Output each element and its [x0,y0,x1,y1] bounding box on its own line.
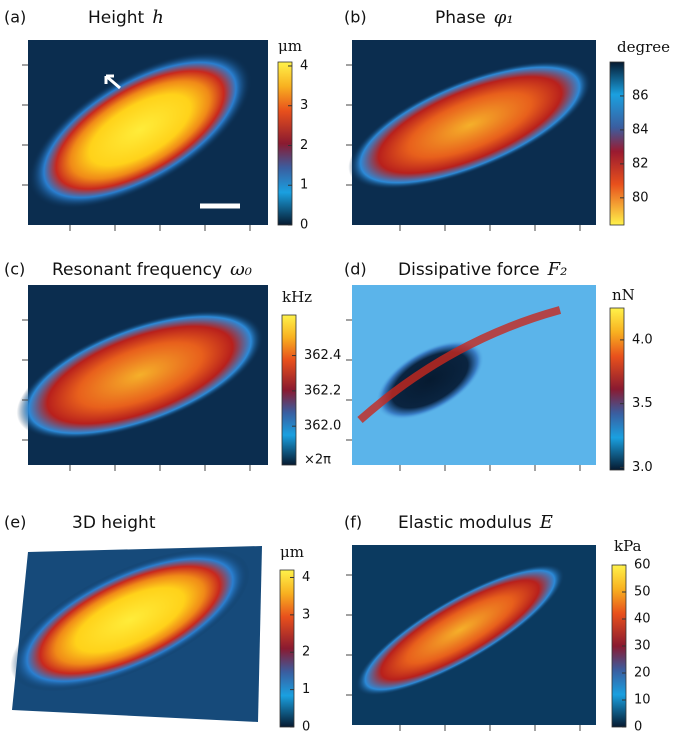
colorbar [277,61,293,226]
colorbar-tick-label: 362.4 [304,348,341,363]
colorbar-tick-label: 10 [634,693,651,708]
image-d [352,285,596,465]
colorbar-tick-label: 0 [634,720,642,735]
panel-title: Height h [88,7,164,28]
panel-label: (d) [344,260,367,279]
colorbar-tick-label: 362.2 [304,383,341,398]
colorbar-tick-label: 3.5 [632,396,653,411]
image-e [10,546,262,722]
colorbar-tick-label: 4 [302,570,310,585]
title-symbol: ω₀ [230,259,252,280]
title-symbol: h [152,7,164,28]
panel-label: (f) [344,513,362,532]
colorbar [279,569,295,728]
panel-title: 3D height [72,513,156,533]
colorbar-tick-label: 4 [300,58,308,73]
colorbar-unit: μm [278,37,302,55]
colorbar-tick-label: 20 [634,666,651,681]
colorbar-tick-label: 84 [632,122,649,137]
title-symbol: F₂ [547,259,568,280]
colorbar-tick-label: 0 [300,218,308,233]
colorbar-tick-label: 3 [302,607,310,622]
colorbar-unit: kPa [614,537,642,555]
colorbar-tick-label: 60 [634,558,651,573]
image-c [16,285,268,465]
colorbar-note: ×2π [304,453,331,468]
panel-label: (c) [4,260,25,279]
colorbar [609,307,625,471]
colorbar-unit: μm [280,543,304,561]
colorbar-tick-label: 1 [300,178,308,193]
title-text: Elastic modulus [398,513,532,533]
colorbar [609,61,625,226]
colorbar-unit: kHz [282,288,312,306]
colorbar-unit: degree [617,38,670,56]
title-text: Resonant frequency [52,260,222,280]
colorbar [281,314,297,466]
image-a [28,40,268,225]
colorbar-tick-label: 50 [634,585,651,600]
title-text: Height [88,8,145,28]
colorbar-tick-label: 82 [632,156,649,171]
colorbar-tick-label: 86 [632,88,649,103]
panel-title: Phase φ₁ [435,7,514,28]
colorbar-tick-label: 30 [634,639,651,654]
title-text: Phase [435,8,486,28]
colorbar-tick-label: 1 [302,682,310,697]
colorbar-tick-label: 362.0 [304,419,341,434]
title-symbol: φ₁ [494,7,514,28]
colorbar-tick-label: 0 [302,720,310,735]
panel-title: Elastic modulus E [398,512,553,533]
colorbar-tick-label: 4.0 [632,332,653,347]
image-b [348,40,596,225]
colorbar-tick-label: 40 [634,612,651,627]
colorbar-tick-label: 80 [632,190,649,205]
colorbar-unit: nN [612,286,635,304]
panel-label: (e) [4,513,26,532]
title-symbol: E [539,512,553,533]
title-text: 3D height [72,513,156,533]
colorbar-tick-label: 2 [302,645,310,660]
panel-label: (a) [4,8,26,27]
colorbar-tick-label: 3.0 [632,460,653,475]
image-axis-ticks [22,64,581,731]
panel-title: Dissipative force F₂ [398,259,567,280]
title-text: Dissipative force [398,260,540,280]
panel-label: (b) [344,8,367,27]
panel-title: Resonant frequency ω₀ [52,259,252,280]
colorbar-tick-label: 2 [300,138,308,153]
colorbar-tick-label: 3 [300,98,308,113]
image-f [352,545,596,725]
